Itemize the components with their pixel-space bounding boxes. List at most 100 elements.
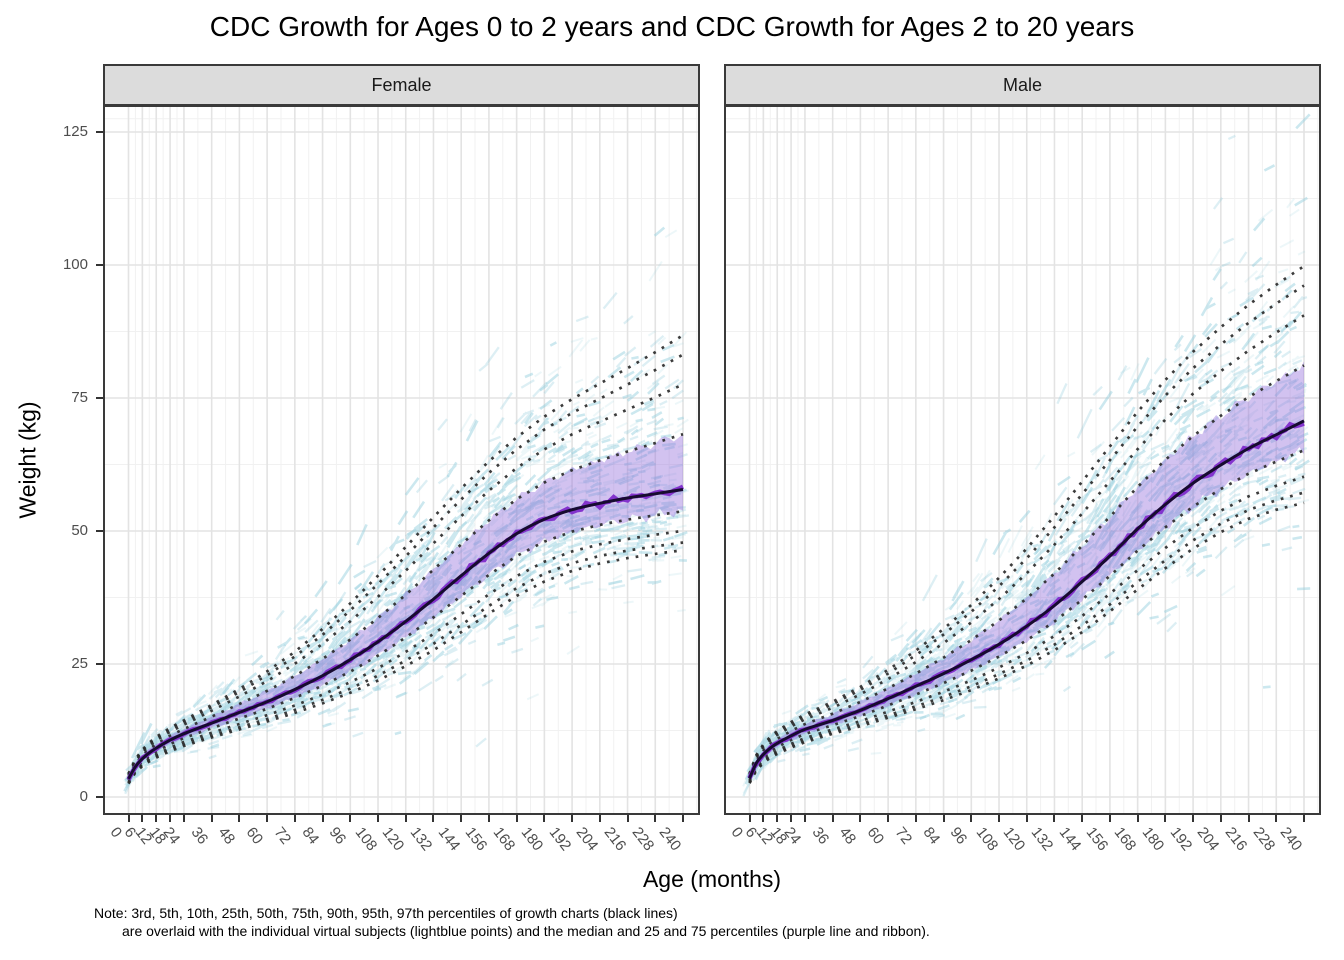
x-tick-label: 96 bbox=[946, 824, 971, 848]
x-tick-label: 12 bbox=[752, 824, 777, 848]
x-tick-mark bbox=[1136, 815, 1139, 822]
x-tick-mark bbox=[460, 815, 463, 822]
x-tick-mark bbox=[293, 815, 296, 822]
x-tick-mark bbox=[571, 815, 574, 822]
x-tick-label: 12 bbox=[131, 824, 156, 848]
x-tick-label: 48 bbox=[835, 824, 860, 848]
facet-strip-label-male: Male bbox=[1002, 74, 1042, 95]
y-tick-mark bbox=[96, 796, 103, 798]
x-tick-label: 0 bbox=[106, 824, 126, 842]
x-tick-label: 18 bbox=[145, 824, 170, 848]
x-tick-label: 192 bbox=[1166, 824, 1196, 855]
x-tick-mark bbox=[1275, 815, 1278, 822]
x-tick-label: 36 bbox=[808, 824, 832, 848]
x-tick-mark bbox=[377, 815, 380, 822]
x-tick-label: 156 bbox=[1083, 824, 1112, 855]
x-tick-mark bbox=[1108, 815, 1111, 822]
x-tick-label: 84 bbox=[298, 824, 322, 848]
x-tick-label: 192 bbox=[545, 824, 575, 855]
x-tick-mark bbox=[1053, 815, 1056, 822]
x-tick-mark bbox=[238, 815, 241, 822]
y-tick-label: 125 bbox=[62, 123, 88, 140]
y-tick-label: 75 bbox=[71, 389, 88, 406]
x-tick-label: 144 bbox=[434, 824, 464, 855]
x-tick-label: 144 bbox=[1055, 824, 1085, 855]
x-tick-mark bbox=[1025, 815, 1028, 822]
x-tick-mark bbox=[681, 815, 684, 822]
x-tick-mark bbox=[543, 815, 546, 822]
x-tick-mark bbox=[831, 815, 834, 822]
x-tick-label: 24 bbox=[159, 824, 184, 848]
x-tick-mark bbox=[487, 815, 490, 822]
y-tick-label: 100 bbox=[62, 256, 88, 273]
x-tick-label: 72 bbox=[891, 824, 916, 848]
x-tick-label: 36 bbox=[187, 824, 211, 848]
panel-male bbox=[724, 105, 1321, 815]
chart-title: CDC Growth for Ages 0 to 2 years and CDC… bbox=[209, 11, 1135, 42]
y-tick-mark bbox=[96, 397, 103, 399]
x-tick-label: 180 bbox=[517, 824, 547, 855]
facet-strip-female: Female bbox=[103, 64, 700, 106]
x-tick-mark bbox=[762, 815, 765, 822]
x-tick-mark bbox=[321, 815, 324, 822]
x-tick-label: 228 bbox=[628, 824, 658, 855]
x-tick-label: 168 bbox=[1110, 824, 1140, 855]
x-tick-mark bbox=[182, 815, 185, 822]
x-tick-label: 240 bbox=[656, 824, 685, 855]
facet-strip-male: Male bbox=[724, 64, 1321, 106]
y-tick-label: 0 bbox=[79, 788, 88, 805]
x-tick-label: 228 bbox=[1249, 824, 1279, 855]
x-tick-label: 132 bbox=[1027, 824, 1057, 855]
x-tick-mark bbox=[155, 815, 158, 822]
x-tick-mark bbox=[887, 815, 890, 822]
y-tick-label: 25 bbox=[71, 655, 88, 672]
y-axis-title: Weight (kg) bbox=[14, 401, 41, 519]
panel-female bbox=[103, 105, 700, 815]
x-tick-label: 84 bbox=[919, 824, 943, 848]
x-tick-label: 60 bbox=[863, 824, 888, 848]
x-tick-mark bbox=[859, 815, 862, 822]
x-tick-mark bbox=[914, 815, 917, 822]
x-tick-mark bbox=[626, 815, 629, 822]
x-tick-label: 168 bbox=[489, 824, 519, 855]
note-line-2: are overlaid with the individual virtual… bbox=[122, 923, 930, 939]
x-tick-mark bbox=[970, 815, 973, 822]
y-tick-mark bbox=[96, 264, 103, 266]
x-tick-label: 156 bbox=[462, 824, 491, 855]
x-tick-mark bbox=[1081, 815, 1084, 822]
x-tick-label: 204 bbox=[572, 824, 602, 855]
x-tick-mark bbox=[654, 815, 657, 822]
x-tick-mark bbox=[141, 815, 144, 822]
x-tick-mark bbox=[432, 815, 435, 822]
x-tick-label: 24 bbox=[780, 824, 805, 848]
facet-plot-svg-male bbox=[726, 107, 1319, 813]
x-tick-label: 48 bbox=[214, 824, 239, 848]
x-tick-label: 120 bbox=[378, 824, 408, 855]
x-tick-label: 72 bbox=[270, 824, 295, 848]
x-tick-mark bbox=[998, 815, 1001, 822]
x-tick-mark bbox=[515, 815, 518, 822]
x-axis-title: Age (months) bbox=[642, 866, 782, 892]
x-tick-mark bbox=[748, 815, 751, 822]
x-tick-mark bbox=[169, 815, 172, 822]
x-tick-mark bbox=[1219, 815, 1222, 822]
y-tick-mark bbox=[96, 131, 103, 133]
x-tick-mark bbox=[942, 815, 945, 822]
x-tick-label: 216 bbox=[1221, 824, 1251, 855]
x-tick-label: 120 bbox=[999, 824, 1029, 855]
x-tick-label: 18 bbox=[766, 824, 791, 848]
x-tick-label: 0 bbox=[727, 824, 747, 842]
x-tick-label: 6 bbox=[741, 824, 760, 842]
x-tick-mark bbox=[127, 815, 130, 822]
x-tick-label: 96 bbox=[325, 824, 350, 848]
y-tick-mark bbox=[96, 530, 103, 532]
x-tick-mark bbox=[1302, 815, 1305, 822]
x-tick-label: 108 bbox=[351, 824, 380, 855]
y-tick-label: 50 bbox=[71, 522, 88, 539]
x-tick-mark bbox=[1192, 815, 1195, 822]
y-tick-mark bbox=[96, 663, 103, 665]
x-tick-label: 60 bbox=[242, 824, 267, 848]
x-tick-mark bbox=[776, 815, 779, 822]
x-tick-mark bbox=[803, 815, 806, 822]
x-tick-label: 108 bbox=[972, 824, 1001, 855]
